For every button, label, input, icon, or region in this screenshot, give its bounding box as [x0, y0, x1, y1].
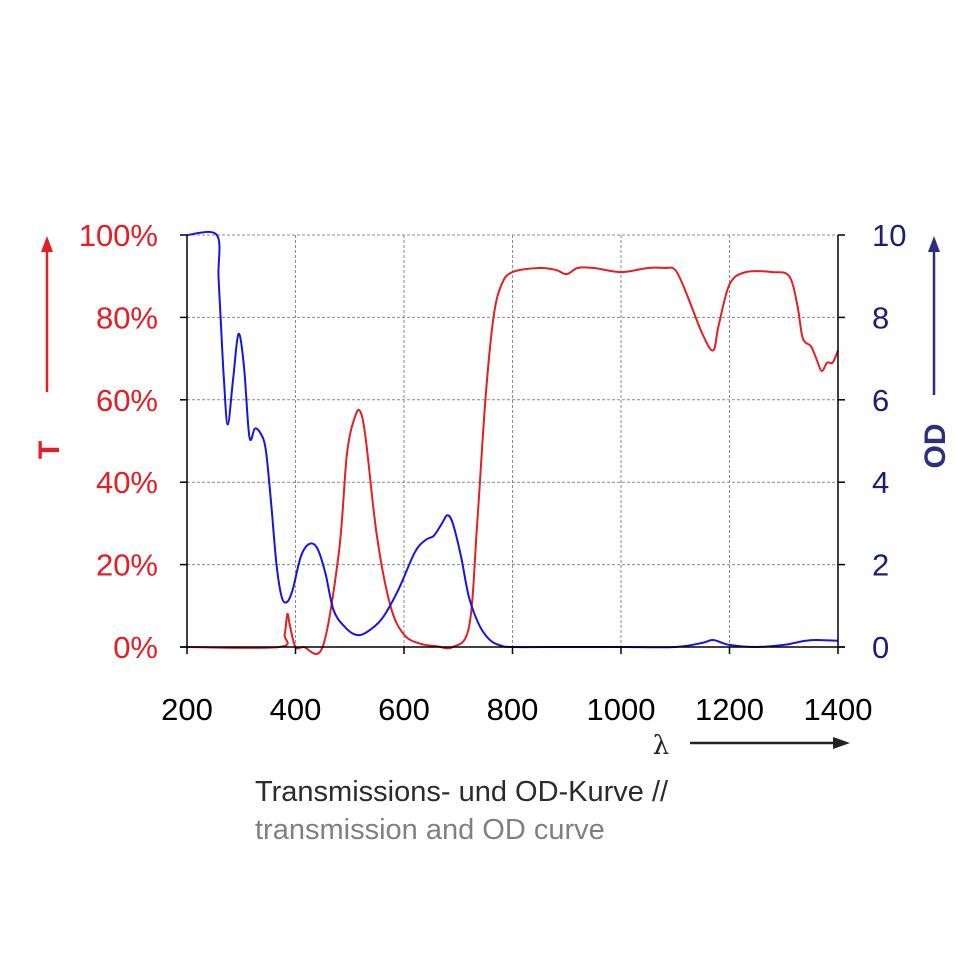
left-axis-arrowhead: [41, 236, 53, 252]
left-tick-label: 80%: [96, 300, 158, 335]
x-tick-label: 1400: [804, 692, 873, 727]
right-tick-label: 4: [872, 465, 889, 500]
left-tick-label: 20%: [96, 548, 158, 583]
x-tick-label: 600: [378, 692, 430, 727]
x-tick-label: 1200: [695, 692, 764, 727]
left-tick-label: 40%: [96, 465, 158, 500]
right-tick-label: 8: [872, 300, 889, 335]
caption-german: Transmissions- und OD-Kurve //: [255, 776, 669, 808]
right-tick-label: 2: [872, 548, 889, 583]
right-tick-label: 0: [872, 630, 889, 665]
left-tick-label: 60%: [96, 383, 158, 418]
x-axis-arrowhead: [833, 737, 850, 749]
right-tick-label: 6: [872, 383, 889, 418]
left-axis-label: T: [33, 441, 66, 459]
grid-lines: [187, 234, 838, 647]
x-tick-label: 200: [161, 692, 213, 727]
caption-english: transmission and OD curve: [255, 814, 605, 846]
x-axis-label: λ: [653, 731, 669, 761]
x-tick-label: 1000: [587, 692, 656, 727]
series-line-t: [186, 266, 839, 655]
right-tick-label: 10: [872, 218, 906, 253]
series-layer: [186, 230, 839, 655]
plot-frame: [180, 234, 845, 654]
x-tick-label: 400: [270, 692, 322, 727]
right-axis-arrowhead: [928, 236, 940, 252]
x-tick-label: 800: [487, 692, 539, 727]
series-line-od: [186, 230, 839, 649]
left-tick-label: 100%: [79, 218, 158, 253]
tick-labels: 200 400 600 800 1000 1200 1400 0% 0 20% 2 40% 4 60% 6 8…: [79, 218, 907, 727]
left-tick-label: 0%: [113, 630, 158, 665]
right-axis-label: OD: [919, 424, 952, 469]
